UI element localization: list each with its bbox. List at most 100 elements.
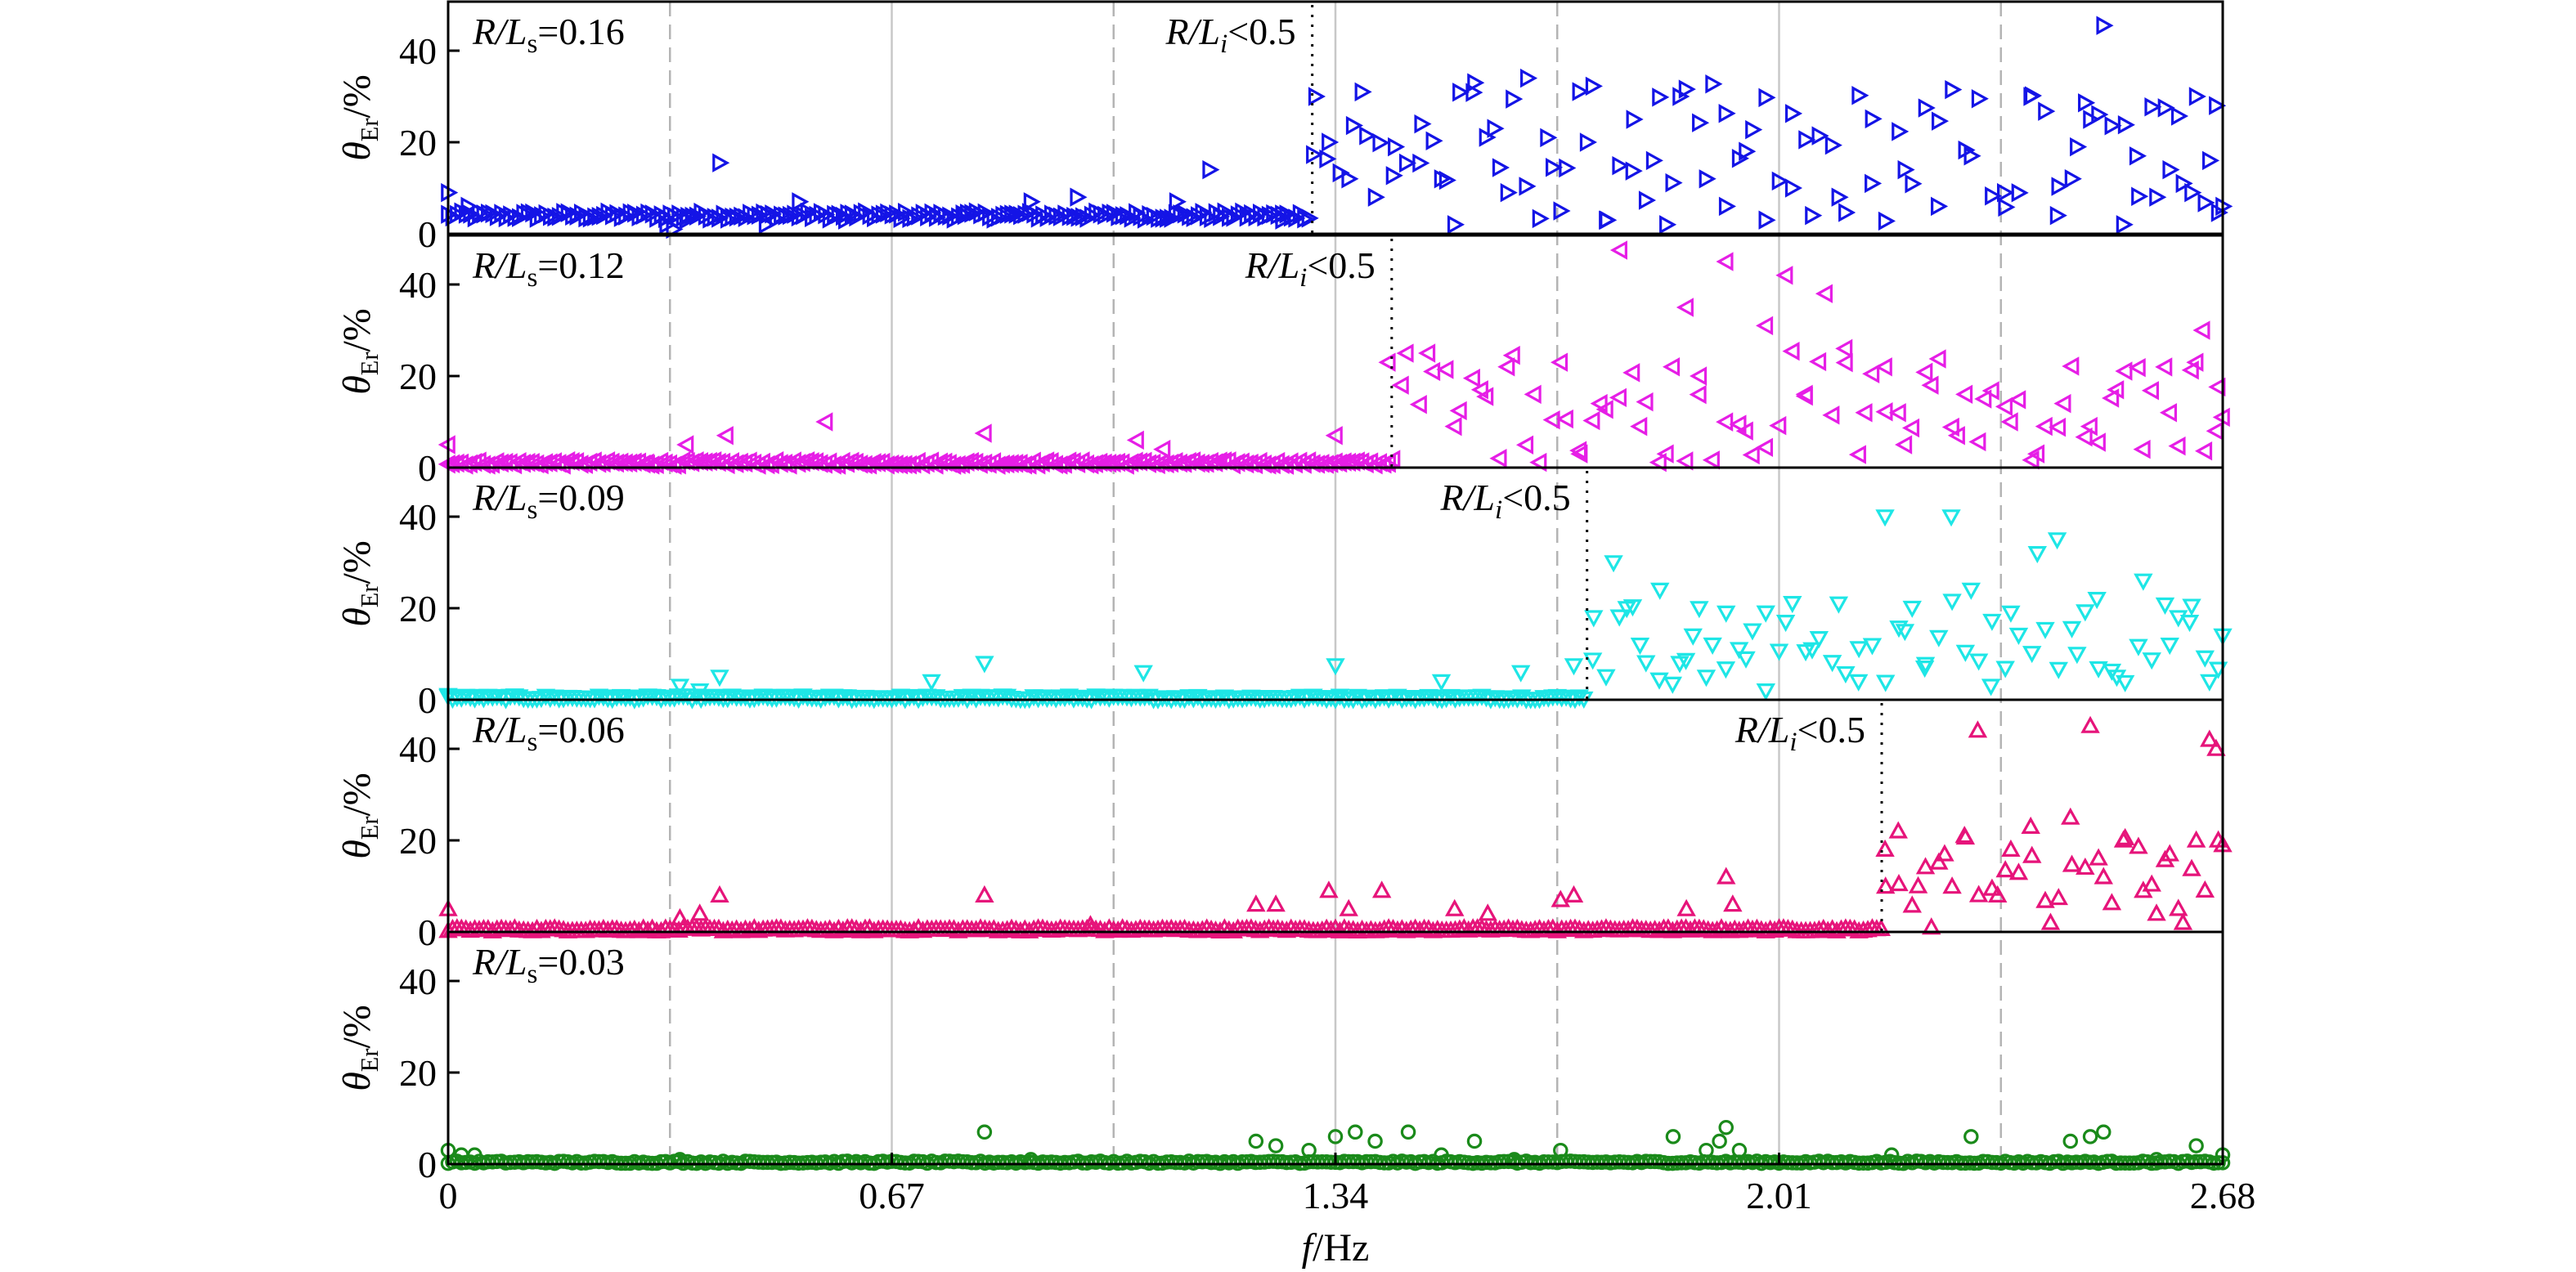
data-point xyxy=(1897,159,1915,180)
data-point xyxy=(1445,898,1465,916)
data-point xyxy=(1756,683,1776,701)
data-point xyxy=(909,918,928,936)
data-point xyxy=(897,202,916,222)
data-point xyxy=(1321,690,1341,708)
data-point xyxy=(1151,208,1169,228)
data-point xyxy=(2200,674,2219,692)
data-point xyxy=(784,690,804,708)
data-point xyxy=(838,210,856,230)
data-point xyxy=(1500,182,1518,203)
panel-labels: R/Li<0.5 R/Ls=0.16 R/Li<0.5 R/Ls=0.12 R/Li<0… xyxy=(472,11,1865,989)
data-point xyxy=(1042,689,1061,707)
y-axis-label: θEr/% xyxy=(335,308,384,395)
data-point xyxy=(1596,669,1616,687)
data-point xyxy=(460,196,478,217)
data-point xyxy=(2182,858,2201,876)
data-point xyxy=(1716,252,1734,271)
data-points xyxy=(438,16,2233,1171)
data-point xyxy=(1945,79,1963,100)
panel-label: R/Ls=0.16 xyxy=(472,11,625,59)
data-point xyxy=(1372,132,1390,153)
data-point xyxy=(1266,894,1286,912)
data-point xyxy=(2116,215,2134,235)
data-point xyxy=(2134,880,2153,898)
data-point xyxy=(1529,452,1547,473)
data-point xyxy=(2155,597,2175,616)
y-tick-label: 20 xyxy=(399,820,437,862)
threshold-label: R/Li<0.5 xyxy=(1165,11,1296,59)
data-point xyxy=(1650,582,1670,600)
data-point xyxy=(1600,210,1618,230)
data-point xyxy=(1848,445,1866,464)
data-point xyxy=(1892,122,1910,141)
y-tick-label: 20 xyxy=(399,356,437,397)
data-point xyxy=(1326,658,1345,676)
data-point xyxy=(633,690,653,708)
data-point xyxy=(547,207,565,227)
data-point xyxy=(2027,546,2047,564)
data-point xyxy=(1155,208,1173,228)
data-point xyxy=(1921,375,1939,395)
data-point xyxy=(889,204,907,224)
data-point xyxy=(1352,919,1372,937)
data-point xyxy=(1690,601,1709,619)
data-point xyxy=(1569,689,1590,707)
data-point xyxy=(1115,206,1133,226)
data-point xyxy=(1102,203,1120,223)
data-point xyxy=(2148,1152,2165,1167)
data-point xyxy=(1636,392,1654,412)
data-point xyxy=(1871,918,1891,937)
data-point xyxy=(2001,839,2021,857)
data-point xyxy=(1392,919,1412,937)
data-point xyxy=(2200,729,2219,747)
data-point xyxy=(1963,1129,1979,1144)
data-point xyxy=(1327,1129,1344,1144)
data-point xyxy=(2035,890,2055,908)
data-point xyxy=(2076,857,2095,876)
data-point xyxy=(758,215,776,235)
data-point xyxy=(2144,97,2162,117)
data-point xyxy=(1341,169,1359,189)
data-point xyxy=(2115,674,2135,692)
data-point xyxy=(725,207,743,227)
data-point xyxy=(871,205,889,225)
data-point xyxy=(815,412,833,432)
data-point xyxy=(1689,384,1707,405)
data-point xyxy=(2062,1133,2079,1149)
data-point xyxy=(1506,1152,1522,1167)
data-point xyxy=(976,1124,993,1140)
data-point xyxy=(1895,435,1913,455)
data-point xyxy=(689,683,710,701)
data-point xyxy=(1784,104,1803,123)
data-point xyxy=(1802,642,1822,660)
data-point xyxy=(2096,1124,2112,1140)
data-point xyxy=(2129,146,2147,166)
threshold-label: R/Li<0.5 xyxy=(1440,477,1571,525)
data-point xyxy=(1213,207,1231,226)
data-point xyxy=(1359,126,1377,146)
data-point xyxy=(977,203,995,223)
data-point xyxy=(1551,889,1571,907)
data-point xyxy=(1436,360,1454,379)
data-point xyxy=(1418,343,1436,363)
data-point xyxy=(2195,880,2215,898)
data-point xyxy=(2160,638,2179,656)
data-point xyxy=(1729,414,1747,434)
data-point xyxy=(1584,610,1604,628)
data-point xyxy=(957,452,975,473)
data-point xyxy=(1026,204,1044,224)
data-point xyxy=(2102,893,2122,911)
y-tick-label: 40 xyxy=(399,30,437,72)
data-point xyxy=(1129,203,1147,222)
data-point xyxy=(1845,919,1865,937)
y-tick-label: 20 xyxy=(399,1052,437,1094)
data-point xyxy=(2179,615,2200,633)
data-point xyxy=(1676,652,1696,670)
y-axis-label: θEr/% xyxy=(335,1005,384,1091)
data-point xyxy=(2188,1138,2204,1153)
data-point xyxy=(2078,93,2096,113)
data-point xyxy=(957,205,975,226)
data-point xyxy=(1625,161,1643,181)
data-point xyxy=(2021,816,2040,834)
data-point xyxy=(460,689,480,707)
